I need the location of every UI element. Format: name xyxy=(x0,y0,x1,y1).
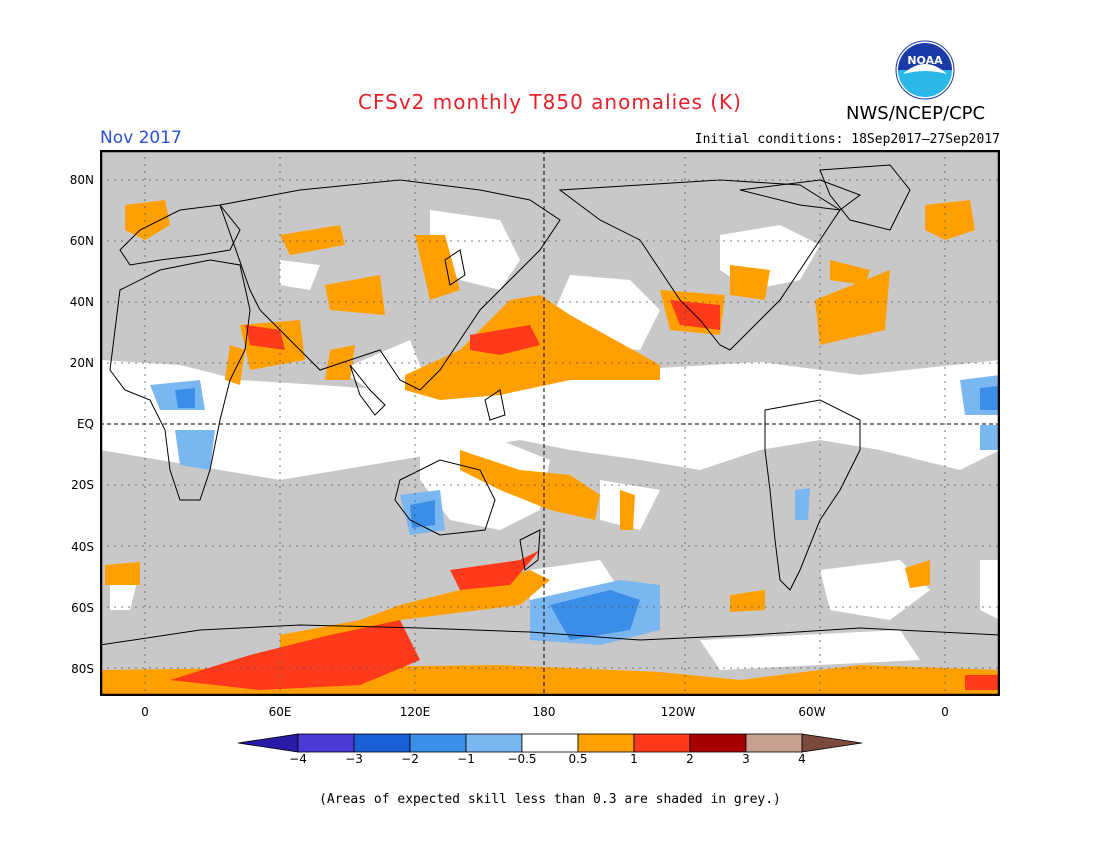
colorbar-low-arrow xyxy=(238,733,299,753)
lat-label-40n: 40N xyxy=(69,295,94,309)
colorbar-label: −3 xyxy=(345,752,363,766)
neutral-regions xyxy=(100,210,1000,670)
lat-label-20n: 20N xyxy=(69,356,94,370)
lat-label-60s: 60S xyxy=(71,601,94,615)
lon-label-0: 0 xyxy=(141,705,149,719)
logo-text: NOAA xyxy=(907,54,943,67)
anomaly-map xyxy=(100,150,1000,696)
colorbar-label: 1 xyxy=(630,752,638,766)
warm-anomaly-regions xyxy=(100,200,1000,696)
lat-label-60n: 60N xyxy=(69,234,94,248)
strong-warm-anomaly-regions xyxy=(170,300,1000,690)
chart-title: CFSv2 monthly T850 anomalies (K) xyxy=(358,90,742,114)
lat-label-40s: 40S xyxy=(71,540,94,554)
lat-label-20s: 20S xyxy=(71,478,94,492)
colorbar-label: 0.5 xyxy=(568,752,588,766)
noaa-logo-icon: NOAA xyxy=(895,40,955,100)
colorbar-label: −0.5 xyxy=(507,752,537,766)
colorbar-label: −4 xyxy=(289,752,307,766)
lat-label-80s: 80S xyxy=(71,662,94,676)
colorbar-label: 4 xyxy=(798,752,806,766)
initial-conditions: Initial conditions: 18Sep2017–27Sep2017 xyxy=(694,132,1000,147)
colorbar-label: −1 xyxy=(457,752,475,766)
forecast-month: Nov 2017 xyxy=(100,128,182,148)
equator-dateline xyxy=(100,150,1000,696)
moderate-cool-anomaly-regions xyxy=(175,386,998,640)
skill-footnote: (Areas of expected skill less than 0.3 a… xyxy=(319,792,781,807)
lon-label-60e: 60E xyxy=(268,705,292,719)
lon-label-120w: 120W xyxy=(660,705,696,719)
map-frame xyxy=(100,150,1000,696)
colorbar xyxy=(238,733,862,753)
coastlines xyxy=(100,164,1000,646)
lon-label-120e: 120E xyxy=(399,705,431,719)
lat-lon-grid xyxy=(100,150,1000,696)
agency-label: NWS/NCEP/CPC xyxy=(846,103,986,124)
lon-label-60w: 60W xyxy=(798,705,826,719)
colorbar-label: 2 xyxy=(686,752,694,766)
lat-label-eq: EQ xyxy=(76,417,94,431)
lon-label-180: 180 xyxy=(532,705,556,719)
lat-label-80n: 80N xyxy=(69,173,94,187)
colorbar-high-arrow xyxy=(801,733,862,753)
colorbar-label: 3 xyxy=(742,752,750,766)
colorbar-label: −2 xyxy=(401,752,419,766)
lon-label-0-east: 0 xyxy=(941,705,949,719)
